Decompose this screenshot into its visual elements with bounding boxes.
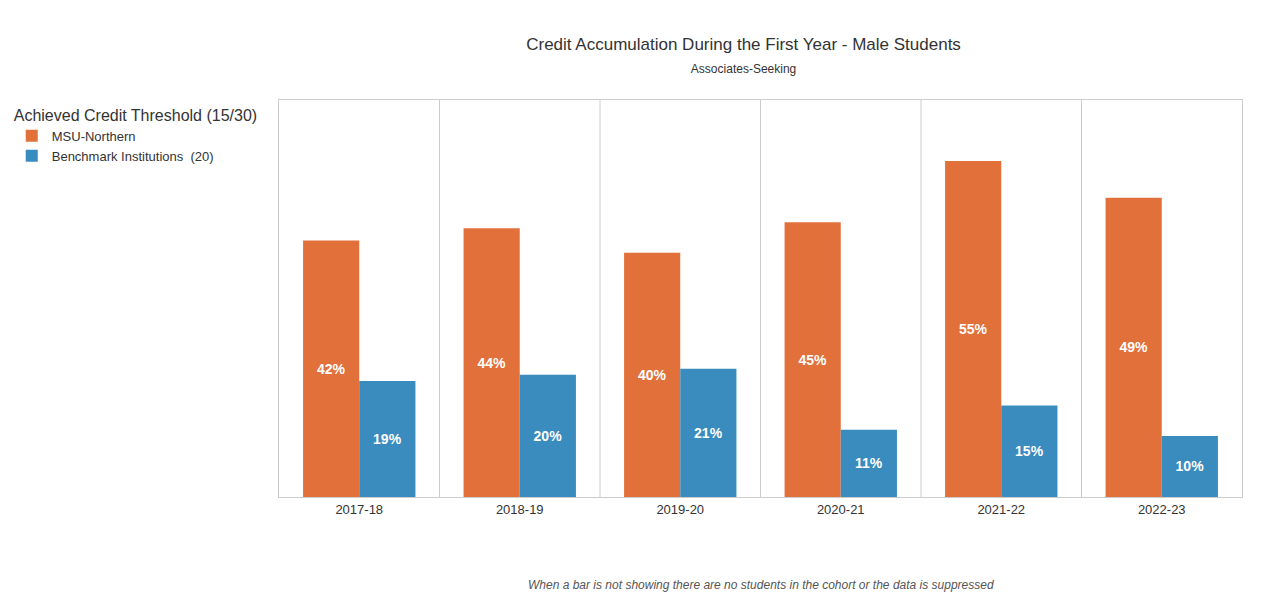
svg-text:Associates-Seeking: Associates-Seeking xyxy=(691,62,796,76)
svg-text:MSU-Northern: MSU-Northern xyxy=(52,129,136,144)
svg-text:19%: 19% xyxy=(373,431,402,447)
svg-text:49%: 49% xyxy=(1119,339,1148,355)
svg-text:Achieved Credit Threshold (15/: Achieved Credit Threshold (15/30) xyxy=(14,107,257,124)
svg-text:55%: 55% xyxy=(959,321,988,337)
svg-text:2020-21: 2020-21 xyxy=(817,502,865,517)
svg-text:2021-22: 2021-22 xyxy=(977,502,1025,517)
svg-text:2022-23: 2022-23 xyxy=(1138,502,1186,517)
svg-text:11%: 11% xyxy=(855,455,883,471)
svg-text:15%: 15% xyxy=(1015,443,1044,459)
svg-text:2018-19: 2018-19 xyxy=(496,502,544,517)
svg-text:21%: 21% xyxy=(694,425,723,441)
svg-text:Credit Accumulation During the: Credit Accumulation During the First Yea… xyxy=(526,35,961,54)
svg-text:45%: 45% xyxy=(798,352,827,368)
svg-text:44%: 44% xyxy=(477,355,506,371)
svg-text:Benchmark Institutions (20): Benchmark Institutions (20) xyxy=(52,149,214,164)
svg-text:2019-20: 2019-20 xyxy=(656,502,704,517)
svg-text:42%: 42% xyxy=(317,361,346,377)
svg-text:10%: 10% xyxy=(1176,458,1205,474)
svg-text:20%: 20% xyxy=(534,428,563,444)
svg-text:When a bar is not showing ther: When a bar is not showing there are no s… xyxy=(528,578,994,592)
svg-text:40%: 40% xyxy=(638,367,667,383)
svg-text:2017-18: 2017-18 xyxy=(335,502,383,517)
